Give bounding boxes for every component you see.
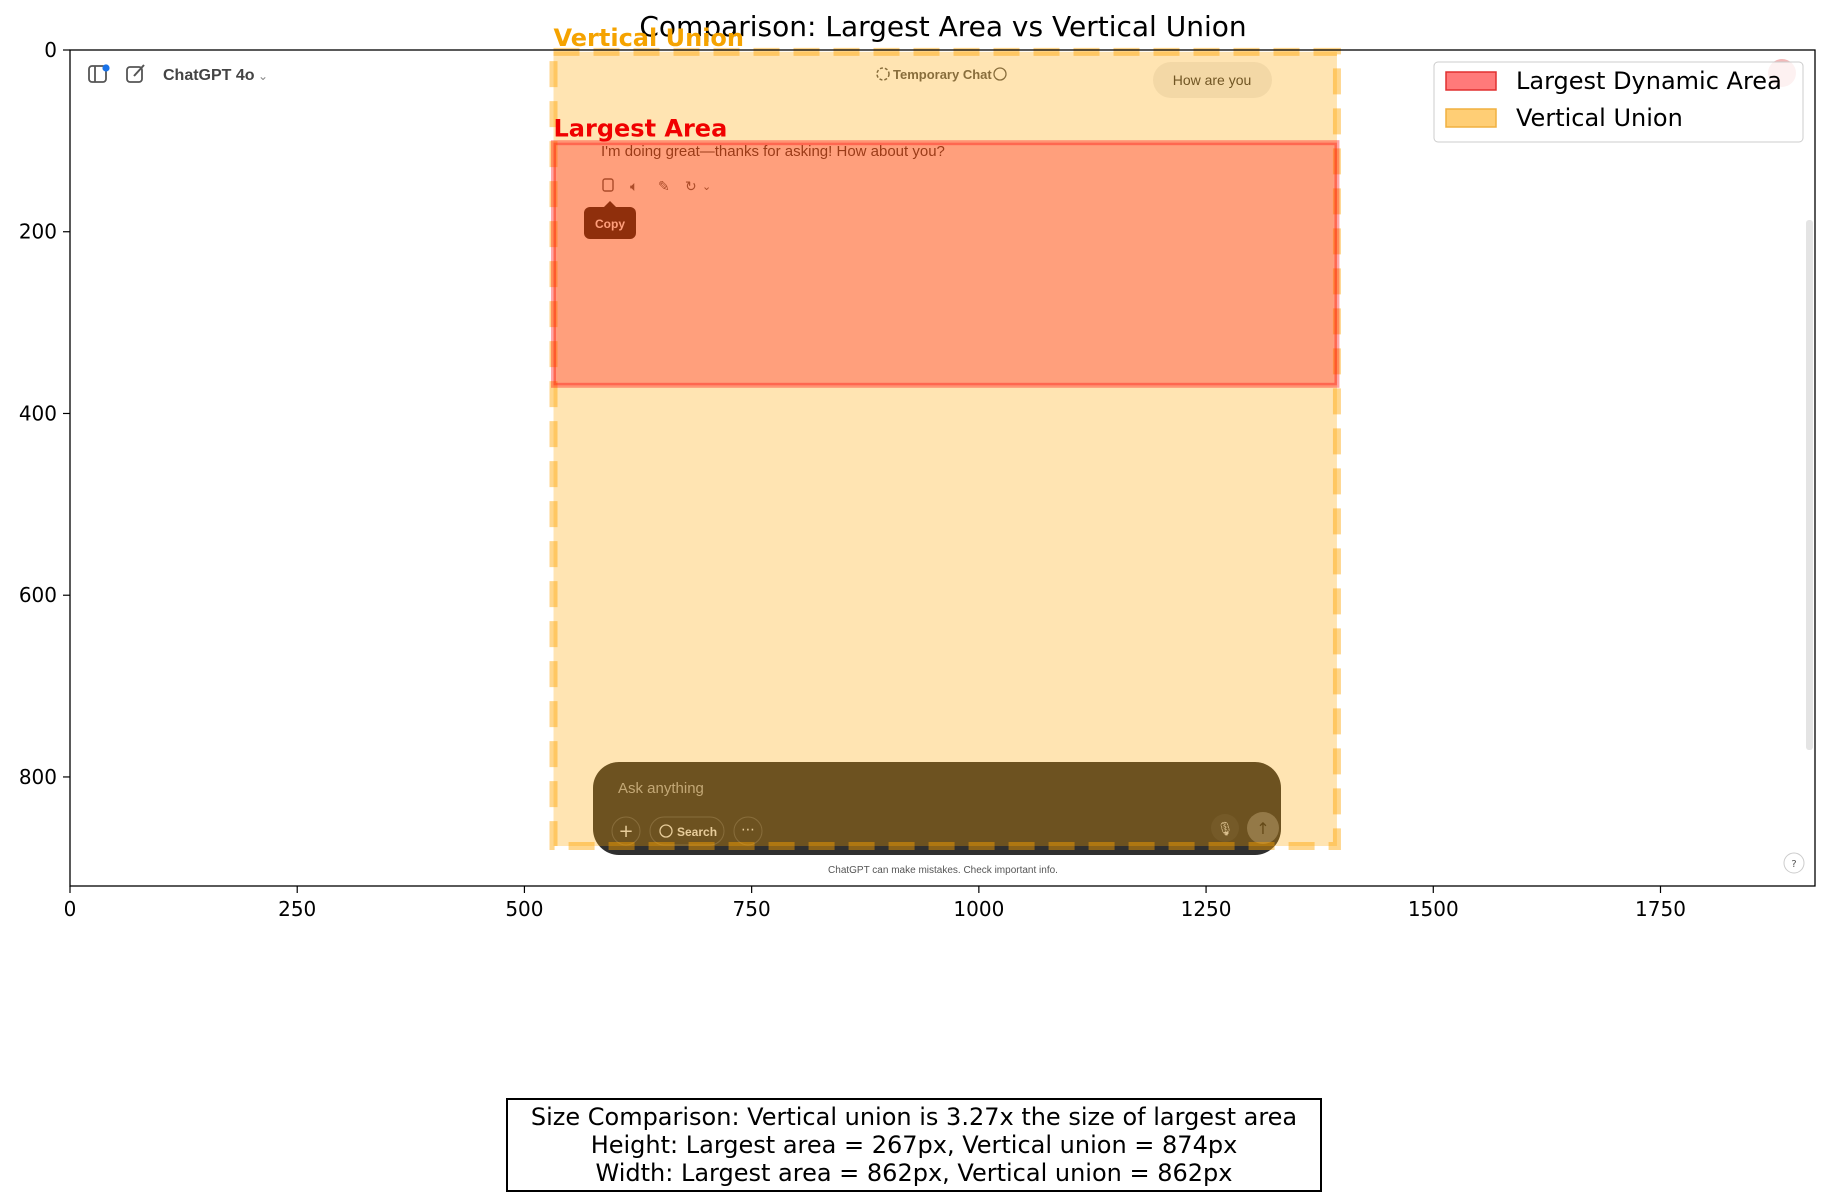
edit-icon[interactable]: ✎ [658, 179, 670, 195]
plus-icon: + [618, 821, 633, 842]
new-chat-icon[interactable] [126, 64, 145, 83]
search-button[interactable] [649, 816, 725, 846]
y-tick-label: 200 [19, 220, 57, 244]
microphone-icon: 🎙︎ [1217, 821, 1234, 837]
largest-area-label: Largest Area [554, 115, 728, 143]
copy-tooltip-text: Copy [595, 217, 625, 231]
largest-area-region [551, 140, 1340, 388]
microphone-button[interactable] [1211, 814, 1239, 842]
arrow-up-icon: ↑ [1256, 819, 1269, 838]
chevron-down-icon[interactable]: ⌄ [702, 180, 711, 193]
ellipsis-icon: ⋯ [741, 822, 755, 838]
x-tick-label: 750 [733, 897, 771, 921]
add-attachment-button[interactable] [611, 816, 641, 846]
user-message-text: How are you [1173, 72, 1252, 88]
vertical-union-label: Vertical Union [554, 24, 744, 52]
legend-label-vertical-union: Vertical Union [1516, 104, 1683, 132]
message-actions: 🔈︎ ✎ ↻ ⌄ [602, 178, 711, 195]
send-button[interactable] [1247, 812, 1279, 844]
y-tick-label: 400 [19, 401, 57, 425]
chart-title: Comparison: Largest Area vs Vertical Uni… [639, 10, 1246, 43]
regenerate-icon[interactable]: ↻ [685, 179, 697, 195]
regions-layer: Vertical Union Largest Area [549, 24, 1341, 851]
y-tick-label: 600 [19, 583, 57, 607]
background-screenshot: ChatGPT 4o ⌄ Temporary Chat How are you … [70, 50, 1815, 886]
summary-line-height: Height: Largest area = 267px, Vertical u… [590, 1131, 1238, 1159]
vertical-union-region [549, 47, 1341, 851]
legend-label-largest-dynamic-area: Largest Dynamic Area [1516, 67, 1782, 95]
y-tick-label: 800 [19, 765, 57, 789]
composer[interactable] [593, 762, 1281, 855]
plot-frame [69, 49, 1816, 887]
x-tick-label: 250 [278, 897, 316, 921]
y-axis: 0 200 400 600 800 [19, 38, 70, 789]
user-message-bubble [1153, 62, 1272, 98]
copy-icon[interactable] [602, 178, 614, 192]
y-tick-label: 0 [44, 38, 57, 62]
disclaimer: ChatGPT can make mistakes. Check importa… [828, 865, 1058, 876]
legend-frame [1433, 61, 1804, 143]
help-icon: ? [1791, 859, 1796, 870]
temporary-chat-label: Temporary Chat [893, 67, 992, 82]
x-axis: 0 250 500 750 1000 1250 1500 1750 [64, 886, 1686, 921]
summary-line-ratio: Size Comparison: Vertical union is 3.27x… [530, 1103, 1298, 1131]
legend-swatch-vertical-union [1445, 108, 1497, 128]
x-tick-label: 1500 [1408, 897, 1459, 921]
summary-line-width: Width: Largest area = 862px, Vertical un… [595, 1159, 1233, 1187]
x-tick-label: 1250 [1181, 897, 1232, 921]
x-tick-label: 0 [64, 897, 77, 921]
speaker-icon[interactable]: 🔈︎ [630, 179, 638, 195]
composer-input[interactable]: Ask anything [618, 780, 704, 797]
x-tick-label: 1000 [953, 897, 1004, 921]
size-comparison-box: Size Comparison: Vertical union is 3.27x… [506, 1098, 1322, 1192]
scrollbar-track[interactable] [1806, 220, 1813, 750]
more-options-button[interactable] [733, 816, 763, 846]
help-button[interactable] [1783, 852, 1805, 874]
info-icon[interactable] [993, 67, 1007, 81]
chevron-down-icon[interactable]: ⌄ [258, 69, 268, 83]
legend: Largest Dynamic Area Vertical Union [1433, 61, 1804, 143]
globe-icon [659, 824, 673, 838]
search-label: Search [677, 825, 717, 839]
model-selector[interactable]: ChatGPT 4o [163, 67, 255, 84]
temporary-chat-icon [876, 67, 890, 81]
x-tick-label: 1750 [1635, 897, 1686, 921]
legend-swatch-largest-dynamic-area [1445, 71, 1497, 91]
copy-tooltip [584, 207, 636, 239]
x-tick-label: 500 [505, 897, 543, 921]
assistant-message: I'm doing great—thanks for asking! How a… [601, 143, 945, 160]
sidebar-toggle-icon[interactable] [88, 64, 110, 83]
